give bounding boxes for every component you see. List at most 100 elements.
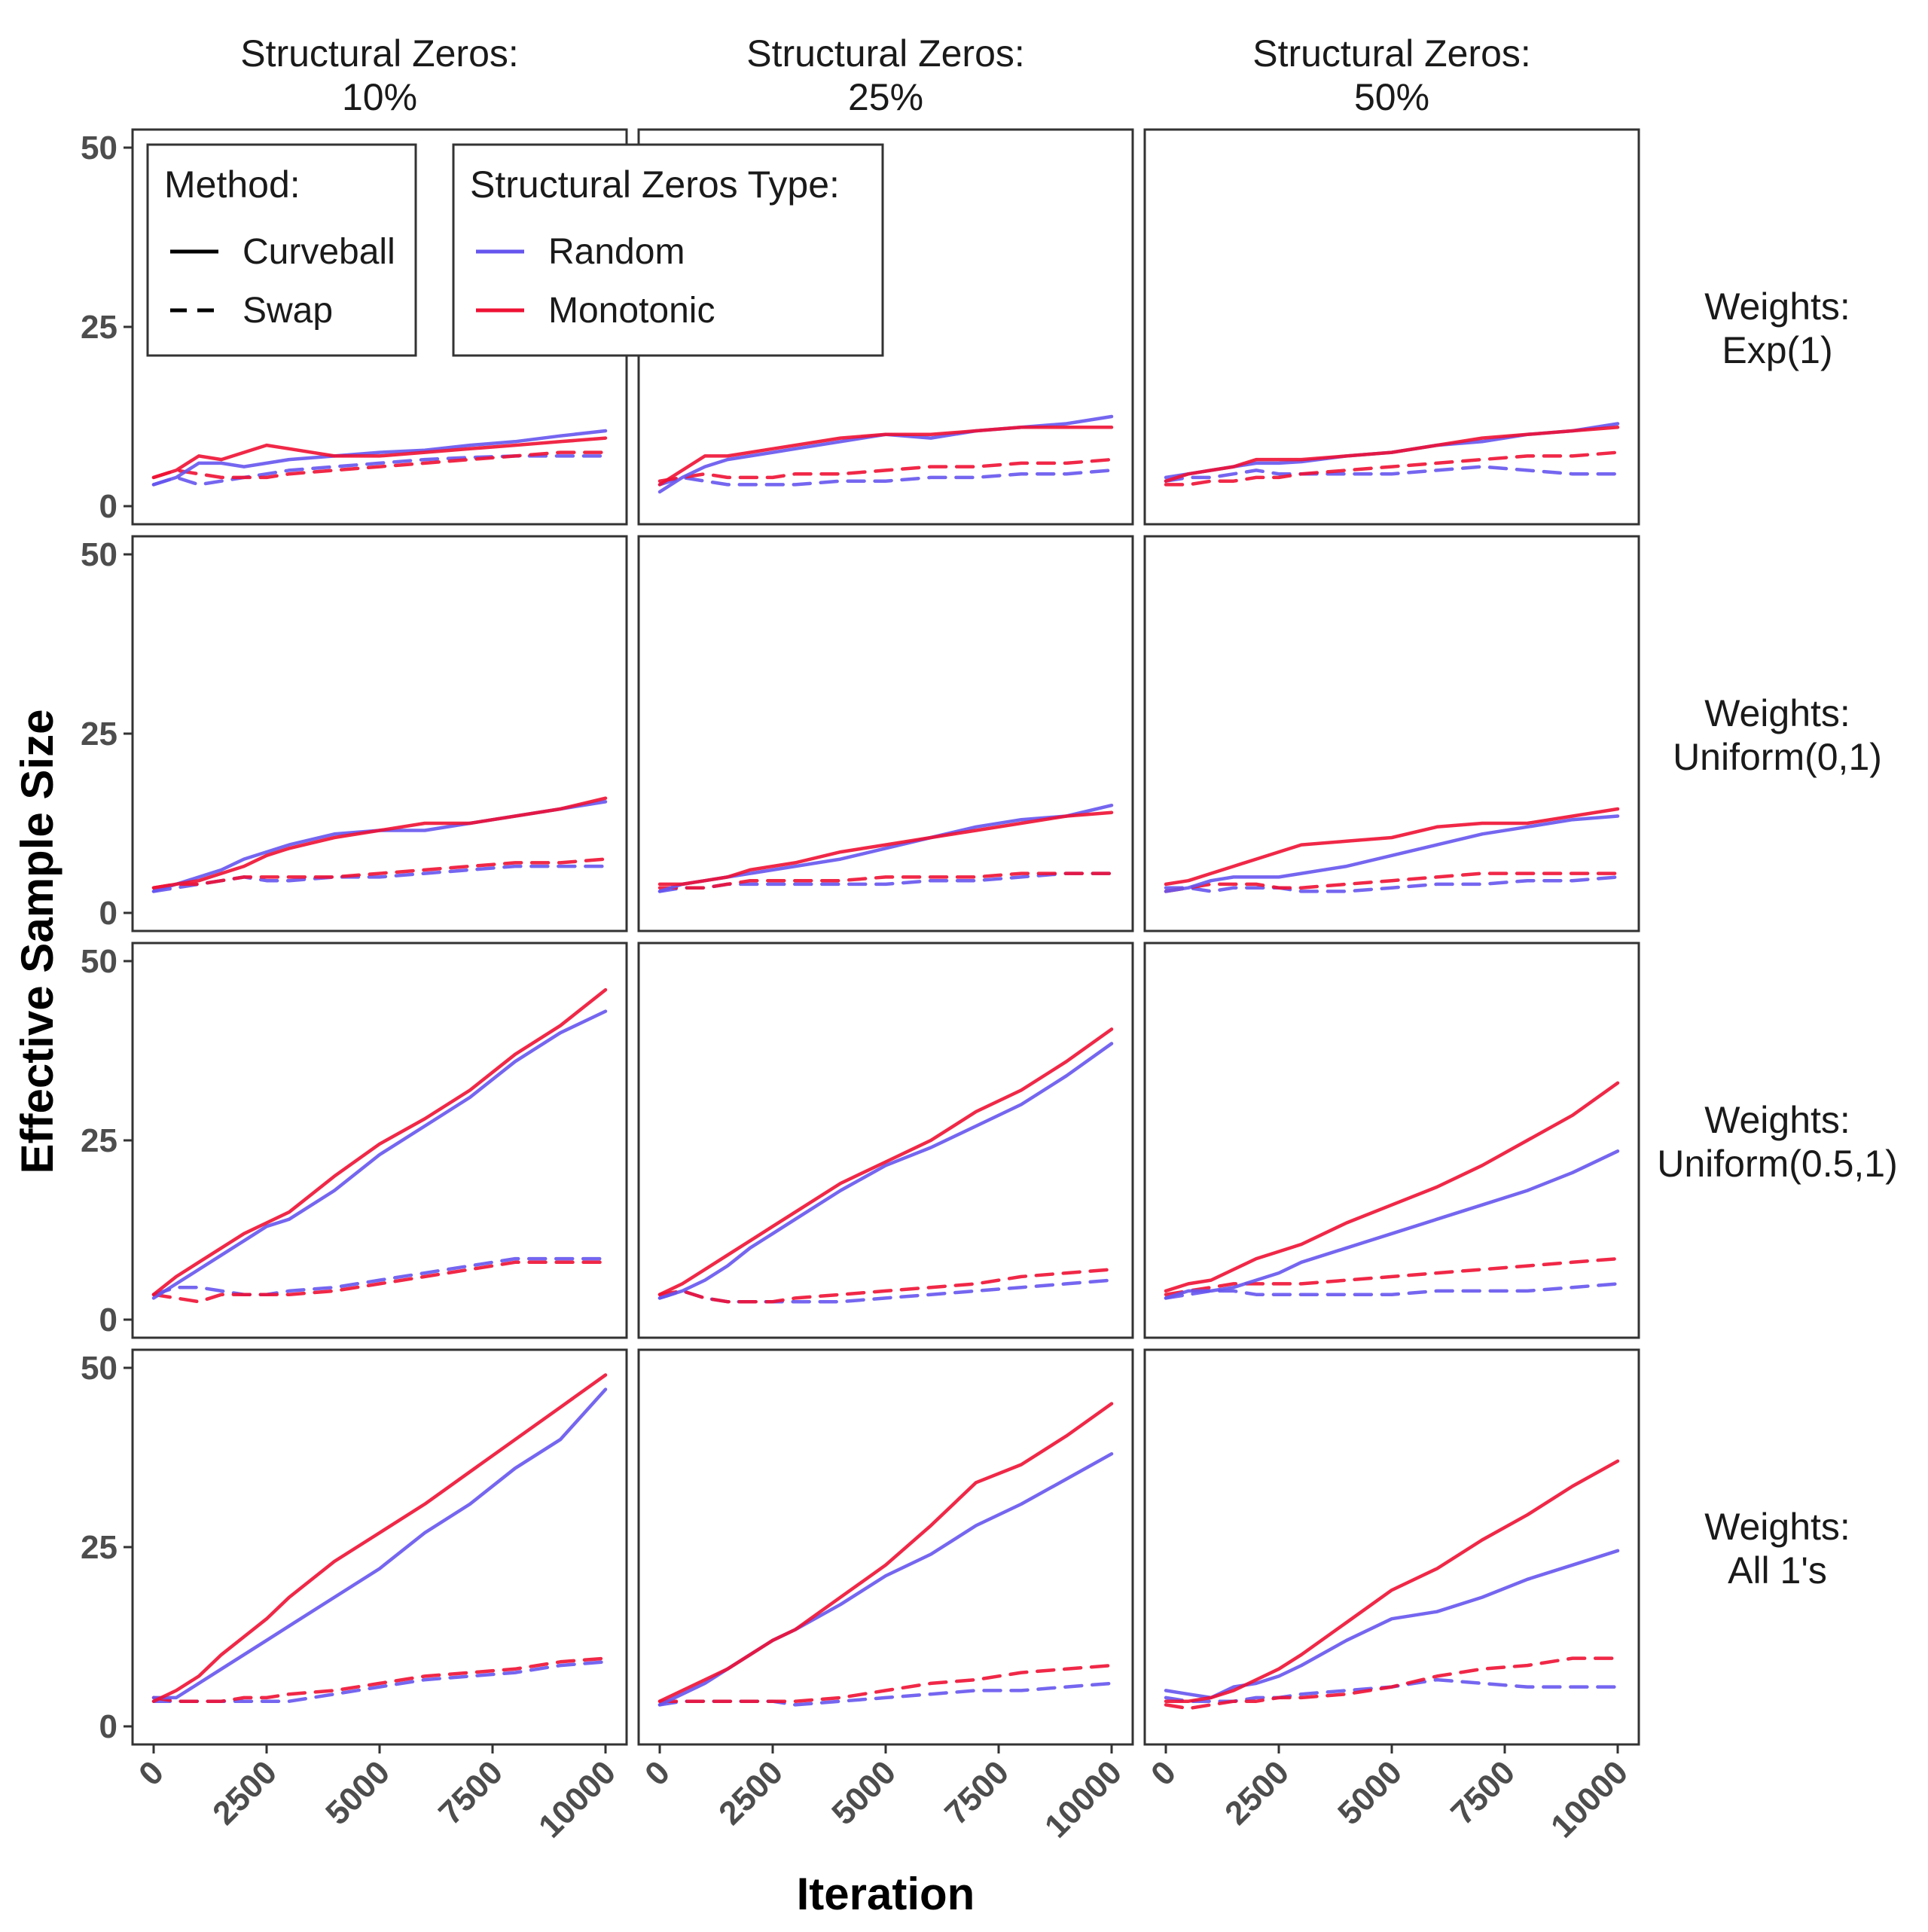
column-strip-line-1: Structural Zeros: [746,32,1025,75]
series-line-curveball-monotonic [1164,1459,1620,1703]
row-strip-line-1: Weights: [1704,1099,1850,1141]
series-line-swap-random [1164,1282,1620,1300]
series-line-curveball-monotonic [1164,807,1620,887]
series-line-swap-random [1164,875,1620,893]
series-line-curveball-monotonic [657,426,1114,487]
x-tick-label: 5000 [825,1753,903,1832]
series-line-curveball-random [151,429,608,487]
column-strip-line-1: Structural Zeros: [1252,32,1531,75]
panel-border [1143,128,1640,526]
series-line-swap-monotonic [657,1268,1114,1304]
panel-border [1143,1348,1640,1746]
series-line-swap-random [657,469,1114,487]
x-axis-title: Iteration [797,1869,975,1919]
y-tick-label: 0 [99,895,117,932]
y-tick-label: 0 [99,1302,117,1338]
x-tick-label: 10000 [532,1753,623,1845]
x-tick-label: 2500 [712,1753,790,1832]
legend-label-swap: Swap [243,291,333,331]
series-line-swap-monotonic [1164,1256,1620,1296]
panel-border [637,942,1134,1339]
panel-border [131,1348,628,1746]
x-tick-label: 0 [638,1753,677,1793]
y-tick-label: 25 [81,1122,117,1159]
series-line-curveball-random [1164,1149,1620,1300]
y-tick-label: 50 [81,943,117,980]
x-tick-label: 10000 [1544,1753,1635,1845]
series-line-swap-monotonic [151,1260,608,1304]
series-line-swap-random [657,1278,1114,1304]
y-tick-label: 25 [81,716,117,752]
series-line-curveball-monotonic [657,1402,1114,1703]
x-tick-label: 7500 [1444,1753,1522,1832]
panel-r3-c2 [1143,1348,1640,1746]
series-line-swap-random [151,1660,608,1703]
row-strip-line-2: Uniform(0,1) [1673,736,1882,778]
legend-label-curveball: Curveball [243,232,395,272]
panel-r2-c0 [131,942,628,1339]
series-line-swap-random [151,864,608,893]
panel-r3-c0 [131,1348,628,1746]
series-line-swap-random [1164,1677,1620,1703]
legend-zeros-box [452,143,884,357]
series-line-curveball-random [657,1451,1114,1707]
x-tick-label: 0 [1144,1753,1183,1793]
series-line-swap-monotonic [1164,871,1620,893]
row-strip-line-1: Weights: [1704,1506,1850,1548]
legend-label-monotonic: Monotonic [548,291,715,331]
y-axis-title: Effective Sample Size [12,710,63,1174]
column-strip-line-2: 10% [342,76,417,118]
x-tick-label: 2500 [1218,1753,1296,1832]
x-tick-label: 0 [132,1753,171,1793]
column-strip-line-2: 50% [1354,76,1429,118]
column-strip-line-2: 25% [848,76,923,118]
panel-r2-c1 [637,942,1134,1339]
series-line-curveball-monotonic [657,1027,1114,1296]
row-strip-line-2: Exp(1) [1722,329,1832,371]
series-line-swap-monotonic [657,1663,1114,1703]
panel-border [637,535,1134,932]
series-line-curveball-monotonic [151,987,608,1296]
legend-label-random: Random [548,232,685,272]
series-line-curveball-random [151,1387,608,1700]
series-line-curveball-monotonic [657,810,1114,887]
x-tick-label: 7500 [432,1753,510,1832]
x-tick-label: 2500 [206,1753,284,1832]
series-line-swap-monotonic [151,1656,608,1703]
series-line-swap-monotonic [151,450,608,480]
panel-border [1143,942,1640,1339]
legend-zeros-title: Structural Zeros Type: [470,163,840,206]
series-line-curveball-random [657,1042,1114,1300]
x-tick-label: 5000 [1331,1753,1409,1832]
series-line-curveball-monotonic [1164,426,1620,483]
row-strip-line-2: All 1's [1728,1549,1827,1592]
panel-r0-c2 [1143,128,1640,526]
y-tick-label: 0 [99,488,117,525]
series-line-curveball-monotonic [151,436,608,480]
row-strip-line-1: Weights: [1704,692,1850,734]
legend-method-title: Method: [164,163,300,206]
panel-r1-c1 [637,535,1134,932]
y-tick-label: 0 [99,1708,117,1745]
x-tick-label: 10000 [1038,1753,1129,1845]
series-line-swap-monotonic [657,871,1114,890]
x-tick-label: 7500 [938,1753,1016,1832]
panel-r3-c1 [637,1348,1134,1746]
x-tick-label: 5000 [319,1753,397,1832]
y-tick-label: 25 [81,309,117,346]
panel-border [1143,535,1640,932]
series-line-swap-monotonic [151,857,608,890]
row-strip-line-1: Weights: [1704,285,1850,328]
series-line-swap-random [657,1681,1114,1707]
series-line-swap-random [657,871,1114,893]
row-strip-line-2: Uniform(0.5,1) [1657,1143,1898,1185]
y-tick-label: 50 [81,1350,117,1387]
series-line-swap-random [151,1256,608,1296]
panel-border [131,942,628,1339]
series-line-curveball-random [1164,814,1620,893]
series-line-curveball-random [151,1009,608,1300]
y-tick-label: 25 [81,1529,117,1566]
series-line-curveball-monotonic [151,1373,608,1703]
